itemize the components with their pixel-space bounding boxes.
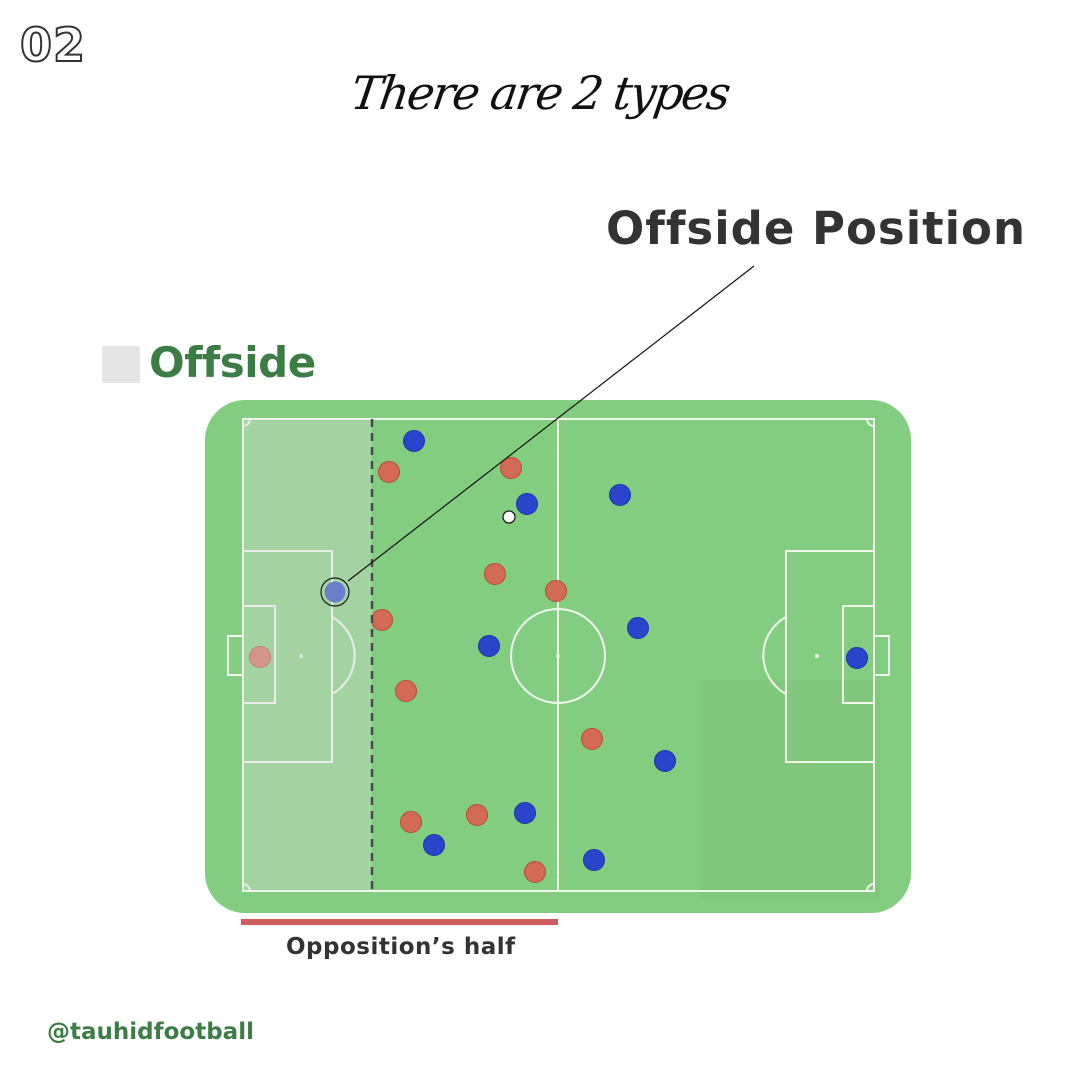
blue-player xyxy=(423,834,445,856)
legend-label: Offside xyxy=(149,338,316,387)
pitch-lines xyxy=(227,418,890,892)
offside-zone xyxy=(243,419,372,891)
pitch-shade xyxy=(700,680,880,900)
red-player xyxy=(524,861,546,883)
center-circle xyxy=(510,608,606,704)
red-player xyxy=(484,563,506,585)
social-handle: @tauhidfootball xyxy=(47,1019,254,1045)
red-player xyxy=(378,461,400,483)
opposition-half-label: Opposition’s half xyxy=(286,934,516,960)
right-penalty-spot xyxy=(815,654,819,658)
left-goal xyxy=(227,635,244,676)
red-team xyxy=(249,457,603,883)
red-player xyxy=(249,646,271,668)
blue-player xyxy=(846,647,868,669)
corner-arc-br xyxy=(866,883,875,892)
red-player xyxy=(500,457,522,479)
blue-player xyxy=(478,635,500,657)
blue-player xyxy=(403,430,425,452)
offside-player xyxy=(324,581,346,603)
red-player xyxy=(581,728,603,750)
callout-pointer-line xyxy=(347,265,755,582)
corner-arc-bl xyxy=(242,883,251,892)
page-number: 02 xyxy=(19,18,87,72)
corner-arc-tr xyxy=(866,418,875,427)
blue-player xyxy=(609,484,631,506)
blue-player xyxy=(627,617,649,639)
legend-swatch xyxy=(102,346,140,383)
red-player xyxy=(395,680,417,702)
blue-team xyxy=(403,430,868,871)
corner-arc-tl xyxy=(242,418,251,427)
left-penalty-arc xyxy=(331,616,356,695)
blue-player xyxy=(514,802,536,824)
red-player xyxy=(371,609,393,631)
red-player xyxy=(545,580,567,602)
blue-player xyxy=(654,750,676,772)
offside-player-ring xyxy=(320,577,350,607)
right-goal xyxy=(873,635,890,676)
right-penalty-arc xyxy=(762,616,787,695)
left-penalty-spot xyxy=(299,654,303,658)
callout-title: Offside Position xyxy=(606,202,1027,255)
center-spot xyxy=(556,654,560,658)
ball xyxy=(502,510,516,524)
blue-player xyxy=(516,493,538,515)
red-player xyxy=(466,804,488,826)
red-player xyxy=(400,811,422,833)
blue-player xyxy=(583,849,605,871)
opposition-half-bar xyxy=(241,919,558,925)
